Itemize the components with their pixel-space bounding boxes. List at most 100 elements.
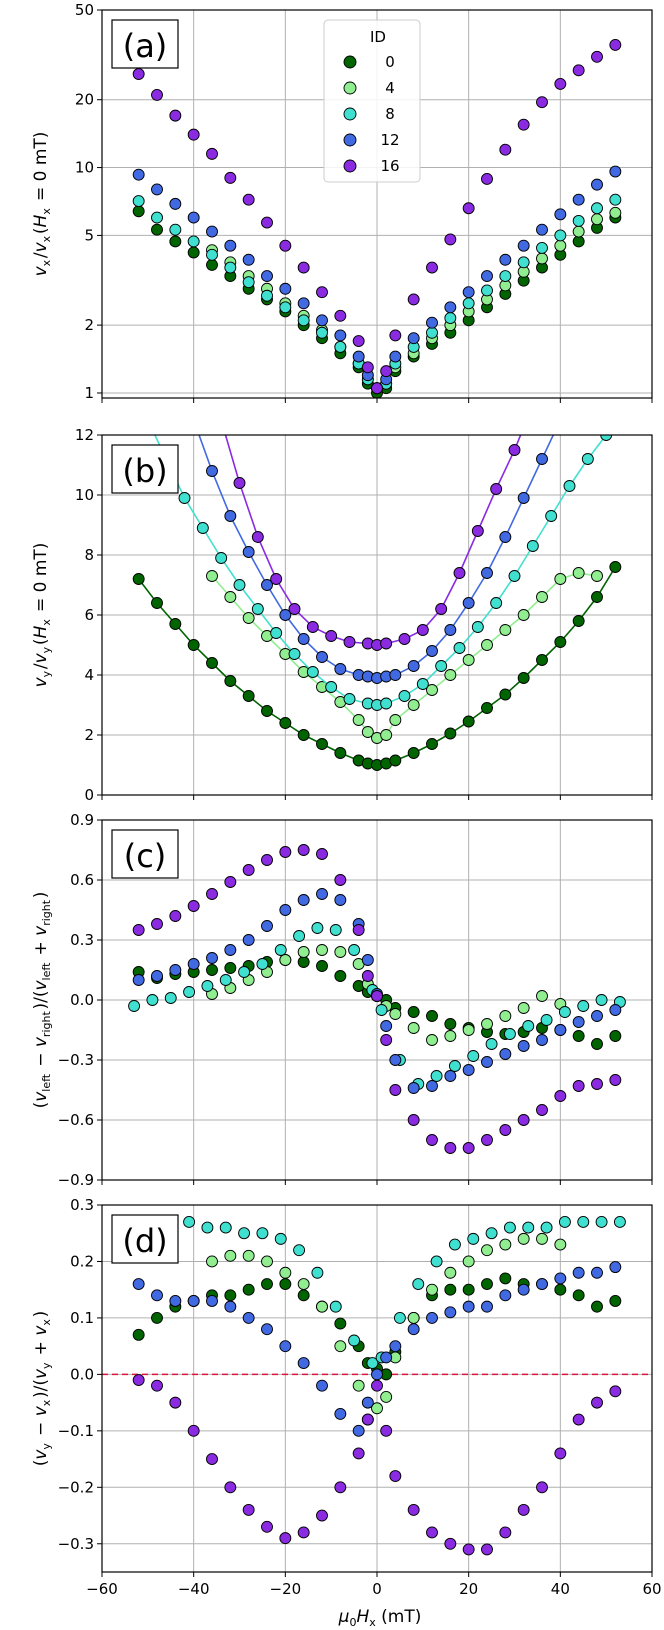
legend-marker bbox=[343, 81, 357, 95]
data-point bbox=[297, 894, 310, 906]
data-point bbox=[613, 1215, 626, 1228]
data-point bbox=[426, 1311, 438, 1324]
data-point bbox=[206, 258, 218, 271]
legend-marker bbox=[343, 107, 357, 121]
data-point bbox=[279, 609, 292, 621]
data-point bbox=[577, 1215, 590, 1228]
data-point bbox=[361, 1413, 374, 1426]
legend-entry: 8 bbox=[385, 105, 395, 123]
data-layer bbox=[132, 38, 622, 398]
data-point bbox=[187, 246, 200, 259]
data-point bbox=[435, 603, 448, 615]
data-point bbox=[206, 888, 218, 900]
data-point bbox=[453, 567, 466, 579]
data-point bbox=[151, 1379, 163, 1392]
data-point bbox=[554, 1024, 567, 1036]
data-point bbox=[151, 1311, 163, 1324]
data-point bbox=[316, 651, 328, 663]
data-point bbox=[316, 1300, 328, 1313]
data-point bbox=[389, 1008, 402, 1020]
data-point bbox=[554, 1447, 567, 1460]
data-point bbox=[132, 168, 145, 181]
data-point bbox=[380, 637, 393, 650]
data-point bbox=[508, 444, 521, 456]
data-point bbox=[242, 612, 255, 624]
y-tick-label: 50 bbox=[75, 1, 94, 19]
data-point bbox=[334, 946, 347, 958]
data-point bbox=[591, 50, 603, 63]
data-point bbox=[297, 956, 310, 968]
data-point bbox=[508, 570, 521, 582]
data-point bbox=[238, 966, 251, 978]
data-point bbox=[316, 314, 328, 327]
data-point bbox=[164, 992, 177, 1004]
data-point bbox=[297, 946, 310, 958]
data-point bbox=[352, 714, 365, 726]
data-point bbox=[522, 1020, 535, 1032]
data-point bbox=[251, 531, 264, 543]
data-point bbox=[206, 1453, 218, 1466]
x-tick-label: −60 bbox=[86, 1580, 118, 1598]
data-point bbox=[274, 1232, 287, 1245]
data-point bbox=[536, 96, 548, 109]
data-point bbox=[573, 376, 584, 387]
data-point bbox=[297, 844, 310, 856]
data-point bbox=[279, 1340, 292, 1353]
data-point bbox=[334, 874, 347, 886]
data-point bbox=[572, 1016, 585, 1028]
data-point bbox=[261, 216, 273, 229]
data-point bbox=[169, 910, 182, 922]
data-point bbox=[238, 1227, 251, 1240]
data-point bbox=[389, 350, 402, 363]
data-point bbox=[311, 922, 324, 934]
y-tick-label: 0.2 bbox=[70, 1252, 94, 1270]
data-point bbox=[242, 253, 255, 266]
data-point bbox=[545, 510, 558, 522]
y-tick-label: 2 bbox=[84, 726, 94, 744]
data-point bbox=[224, 171, 237, 184]
data-point bbox=[481, 1244, 493, 1257]
data-point bbox=[517, 1503, 530, 1516]
data-point bbox=[444, 301, 457, 314]
data-point bbox=[517, 672, 530, 684]
data-point bbox=[462, 654, 475, 666]
data-point bbox=[224, 1289, 237, 1302]
series-4 bbox=[206, 1232, 567, 1426]
data-point bbox=[389, 1340, 402, 1353]
data-point bbox=[499, 1272, 512, 1285]
data-point bbox=[426, 1526, 438, 1539]
data-point bbox=[261, 1520, 273, 1533]
data-point bbox=[183, 1215, 196, 1228]
data-point bbox=[233, 477, 246, 489]
data-layer bbox=[128, 844, 626, 1154]
data-point bbox=[462, 297, 475, 310]
data-point bbox=[371, 382, 383, 395]
data-point bbox=[554, 636, 567, 648]
data-point bbox=[609, 1004, 622, 1016]
data-point bbox=[398, 633, 411, 645]
legend-entry: 16 bbox=[380, 157, 399, 175]
data-point bbox=[609, 193, 622, 206]
data-point bbox=[206, 964, 218, 976]
data-point bbox=[261, 854, 273, 866]
data-point bbox=[558, 1006, 571, 1018]
data-point bbox=[517, 1232, 530, 1245]
data-point bbox=[448, 1238, 461, 1251]
data-point bbox=[572, 193, 585, 206]
data-point bbox=[297, 261, 310, 274]
data-point bbox=[536, 241, 548, 254]
data-point bbox=[591, 202, 603, 215]
data-point bbox=[242, 193, 255, 206]
data-point bbox=[462, 1543, 475, 1556]
x-axis-label: μ0Hx (mT) bbox=[338, 1607, 422, 1629]
data-point bbox=[536, 1034, 548, 1046]
data-point bbox=[206, 1255, 218, 1268]
data-point bbox=[334, 970, 347, 982]
data-point bbox=[206, 465, 218, 477]
data-point bbox=[481, 1134, 493, 1146]
data-point bbox=[462, 1300, 475, 1313]
data-point bbox=[128, 1000, 141, 1012]
data-point bbox=[380, 1424, 393, 1437]
series-12 bbox=[132, 165, 622, 395]
y-tick-label: 0.3 bbox=[70, 931, 94, 949]
